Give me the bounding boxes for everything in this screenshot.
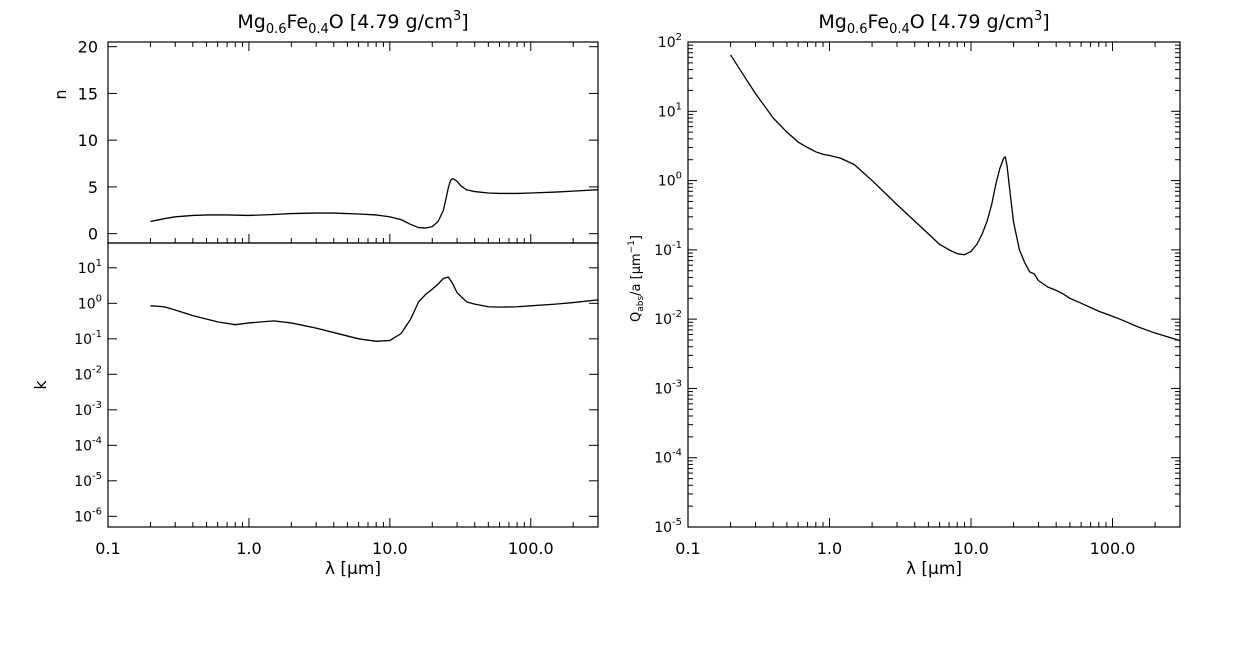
y-tick-label: 10-6 (74, 506, 102, 525)
y-tick-label: 10-3 (654, 378, 682, 397)
y-tick-label: 10-2 (654, 309, 682, 328)
series-line (150, 177, 599, 229)
x-tick-label: 1.0 (236, 539, 261, 558)
y-tick-label: 10-4 (654, 448, 682, 467)
x-axis-label: λ [μm] (325, 559, 381, 579)
y-tick-label: 101 (658, 101, 682, 120)
plot-frame (107, 41, 599, 244)
series-line (150, 276, 599, 342)
y-tick-label: 10-1 (654, 240, 682, 259)
x-tick-label: 10.0 (372, 539, 408, 558)
y-tick-label: 10-5 (654, 517, 682, 536)
extinction-coefficient-k-panel: 0.1 1.0 10.0 100.0 10-6 10-5 10-4 10-3 10-2 10-1 1… (31, 242, 599, 579)
y-axis-label: k (31, 380, 50, 390)
chart-title: Mg0.6Fe0.4O [4.79 g/cm3] (237, 9, 468, 37)
y-tick-label: 5 (88, 178, 98, 197)
y-axis-label: n (51, 89, 70, 99)
y-tick-label: 10-5 (74, 471, 102, 490)
x-tick-label: 10.0 (953, 539, 989, 558)
y-tick-label: 0 (88, 225, 98, 244)
x-tick-label: 0.1 (675, 539, 700, 558)
y-axis-label: Qabs/a [μm−1] (627, 235, 646, 322)
y-tick-label: 10-3 (74, 400, 102, 419)
x-axis-label: λ [μm] (906, 559, 962, 579)
chart-title: Mg0.6Fe0.4O [4.79 g/cm3] (818, 9, 1049, 37)
x-tick-label: 100.0 (508, 539, 554, 558)
x-tick-label: 1.0 (817, 539, 842, 558)
plot-frame (687, 41, 1181, 528)
x-tick-label: 0.1 (95, 539, 120, 558)
y-tick-label: 100 (658, 171, 682, 190)
refractive-index-n-panel: 0 5 10 15 20 Mg0.6Fe0.4O [4.79 g/cm3] n (51, 9, 599, 244)
y-tick-label: 20 (78, 38, 98, 57)
y-tick-label: 100 (78, 293, 102, 312)
absorption-efficiency-panel: 0.1 1.0 10.0 100.0 10-5 10-4 10-3 10-2 10-1 100 10… (627, 9, 1181, 579)
plot-frame (107, 242, 599, 528)
y-tick-label: 15 (78, 84, 98, 103)
y-tick-label: 10-4 (74, 435, 102, 454)
y-tick-label: 10 (78, 131, 98, 150)
series-line (730, 54, 1181, 342)
y-tick-label: 101 (78, 258, 102, 277)
y-tick-label: 10-2 (74, 364, 102, 383)
x-tick-label: 100.0 (1090, 539, 1136, 558)
y-tick-label: 102 (658, 32, 682, 51)
y-tick-label: 10-1 (74, 329, 102, 348)
